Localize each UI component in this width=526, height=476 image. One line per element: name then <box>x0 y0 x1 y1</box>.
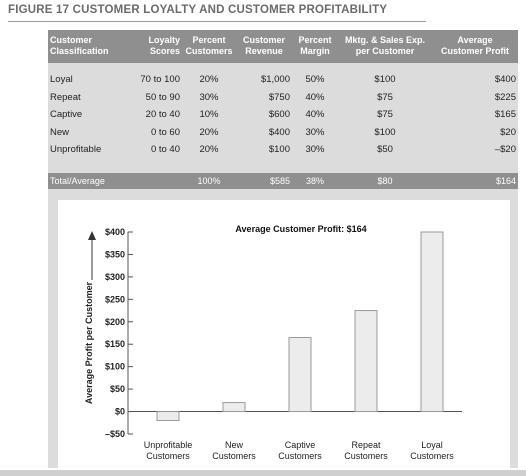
header-percent-customers: Percent Customers <box>182 30 236 63</box>
cell-customer-revenue: $100 <box>268 144 290 156</box>
y-tick-label: $250 <box>105 294 125 304</box>
cell-percent-margin: 30% <box>305 144 325 156</box>
table-row: Unprofitable 0 to 40 20% $100 30% $50 –$… <box>48 141 518 159</box>
cell-percent-customers: 20% <box>199 126 219 138</box>
x-tick-label: Customers <box>212 451 256 461</box>
cell-percent-margin: 50% <box>305 74 325 86</box>
bottom-rule <box>0 470 526 476</box>
cell-loyalty-scores: 20 to 40 <box>145 109 180 121</box>
table-total-row: Total/Average 100% $585 38% $80 $164 <box>48 172 518 189</box>
table-row: Loyal 70 to 100 20% $1,000 50% $100 $400 <box>48 71 518 89</box>
total-customer-revenue: $585 <box>236 172 292 189</box>
cell-average-profit: –$20 <box>494 144 516 156</box>
cell-loyalty-scores: 50 to 90 <box>145 91 180 103</box>
cell-average-profit: $165 <box>494 109 516 121</box>
cell-classification: Captive <box>50 109 83 121</box>
cell-mktg-sales-exp: $50 <box>377 144 393 156</box>
total-label: Total/Average <box>48 172 126 189</box>
cell-average-profit: $400 <box>494 74 516 86</box>
total-percent-margin: 38% <box>292 172 338 189</box>
cell-customer-revenue: $1,000 <box>260 74 290 86</box>
cell-percent-customers: 10% <box>199 109 219 121</box>
y-tick-label: $50 <box>110 384 125 394</box>
header-loyalty-scores: Loyalty Scores <box>126 30 182 63</box>
header-mktg-sales-exp: Mktg. & Sales Exp. per Customer <box>338 30 432 63</box>
cell-percent-margin: 40% <box>305 109 325 121</box>
y-tick-label: $150 <box>105 339 125 349</box>
table-header-row: Customer Classification Loyalty Scores Per… <box>48 30 518 63</box>
total-average-profit: $164 <box>432 172 518 189</box>
y-tick-label: $350 <box>105 249 125 259</box>
x-tick-label: Customers <box>344 451 388 461</box>
total-mktg-sales-exp: $80 <box>338 172 432 189</box>
bar-loyal <box>420 231 444 413</box>
cell-customer-revenue: $400 <box>268 126 290 138</box>
bar-unprofitable <box>156 411 180 422</box>
cell-percent-customers: 20% <box>199 144 219 156</box>
cell-percent-customers: 30% <box>199 91 219 103</box>
cell-customer-revenue: $750 <box>268 91 290 103</box>
figure-title: FIGURE 17 CUSTOMER LOYALTY AND CUSTOMER … <box>8 4 388 16</box>
cell-classification: New <box>50 126 70 138</box>
y-axis-title: Average Profit per Customer <box>84 281 94 404</box>
x-tick-label: Loyal <box>421 440 443 450</box>
cell-mktg-sales-exp: $100 <box>374 126 396 138</box>
cell-mktg-sales-exp: $100 <box>374 74 396 86</box>
table-row: Repeat 50 to 90 30% $750 40% $75 $225 <box>48 89 518 107</box>
total-loyalty-scores <box>126 172 182 189</box>
header-average-profit: Average Customer Profit <box>432 30 518 63</box>
chart-title: Average Customer Profit: $164 <box>235 224 366 234</box>
cell-percent-customers: 20% <box>199 74 219 86</box>
header-percent-margin: Percent Margin <box>292 30 338 63</box>
x-tick-label: Captive <box>285 440 316 450</box>
cell-classification: Repeat <box>50 91 81 103</box>
bar-captive <box>288 336 312 413</box>
y-tick-label: $100 <box>105 362 125 372</box>
y-tick-label: $0 <box>115 407 125 417</box>
y-tick-label: $300 <box>105 272 125 282</box>
x-tick-label: New <box>225 440 244 450</box>
cell-average-profit: $20 <box>500 126 516 138</box>
loyalty-table: Customer Classification Loyalty Scores Per… <box>48 30 518 189</box>
cell-average-profit: $225 <box>494 91 516 103</box>
y-tick-label: $400 <box>105 227 125 237</box>
cell-loyalty-scores: 0 to 40 <box>150 144 180 156</box>
table-row: Captive 20 to 40 10% $600 40% $75 $165 <box>48 106 518 124</box>
y-tick-label: $200 <box>105 317 125 327</box>
cell-classification: Unprofitable <box>50 144 102 156</box>
y-axis-arrow-head <box>88 231 96 240</box>
x-tick-label: Customers <box>410 451 454 461</box>
bar-repeat <box>354 310 378 413</box>
cell-classification: Loyal <box>50 74 73 86</box>
cell-percent-margin: 40% <box>305 91 325 103</box>
title-rule <box>8 21 426 22</box>
profit-bar-chart: –$50 $0 $50 $100 $150 $200 $250 $300 $350 $400 Ave… <box>84 224 462 461</box>
cell-percent-margin: 30% <box>305 126 325 138</box>
cell-mktg-sales-exp: $75 <box>377 109 393 121</box>
y-tick-label: –$50 <box>105 429 125 439</box>
x-tick-label: Customers <box>146 451 190 461</box>
total-percent-customers: 100% <box>182 172 236 189</box>
cell-loyalty-scores: 70 to 100 <box>140 74 180 86</box>
bar-new <box>222 402 246 413</box>
x-tick-label: Repeat <box>351 440 381 450</box>
header-classification: Customer Classification <box>48 30 126 63</box>
cell-customer-revenue: $600 <box>268 109 290 121</box>
cell-loyalty-scores: 0 to 60 <box>150 126 180 138</box>
x-tick-label: Unprofitable <box>144 440 193 450</box>
chart-area: –$50 $0 $50 $100 $150 $200 $250 $300 $350 $400 Ave… <box>58 200 510 468</box>
x-tick-label: Customers <box>278 451 322 461</box>
cell-mktg-sales-exp: $75 <box>377 91 393 103</box>
table-row: New 0 to 60 20% $400 30% $100 $20 <box>48 124 518 142</box>
header-customer-revenue: Customer Revenue <box>236 30 292 63</box>
